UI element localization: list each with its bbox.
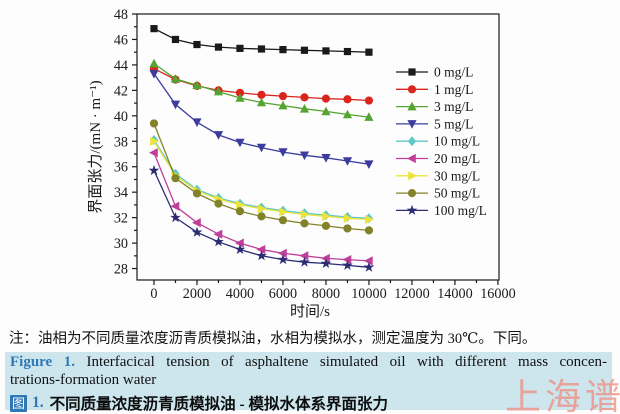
plot-border (136, 13, 500, 281)
figure-icon: 图 (10, 394, 27, 412)
figure-caption-block: Figure 1. Interfacical tension of asphal… (5, 352, 612, 413)
x-tick-label: 0 (150, 286, 157, 302)
legend-label: 10 mg/L (434, 134, 480, 149)
y-tick-label: 32 (114, 211, 128, 227)
x-tick-label: 14000 (437, 286, 472, 302)
caption-en-line2: trations-formation water (10, 371, 157, 388)
legend-label: 1 mg/L (434, 82, 473, 97)
y-tick-label: 46 (114, 32, 128, 48)
x-tick-label: 4000 (226, 286, 254, 302)
y-tick-label: 40 (114, 109, 128, 125)
series-30-mg-L (150, 136, 374, 225)
y-axis-title: 界面张力/(mN · m⁻¹) (87, 80, 104, 213)
x-tick-label: 16000 (480, 286, 515, 302)
figure-number-label: Figure 1. (10, 354, 75, 370)
x-tick-label: 6000 (269, 286, 297, 302)
legend-label: 20 mg/L (434, 151, 480, 166)
legend-label: 100 mg/L (434, 203, 487, 218)
caption-en-text: Interfacical tension of asphaltene simul… (86, 354, 607, 370)
y-tick-label: 44 (114, 58, 128, 74)
legend: 0 mg/L 1 mg/L 3 mg/L 5 mg/L 10 mg/L 20 mg/L 30… (396, 65, 487, 218)
axis-labels: 0 2000 4000 6000 8000 10000 12000 14000 16000 28 3… (87, 7, 516, 320)
x-tick-label: 12000 (394, 286, 429, 302)
x-tick-label: 8000 (312, 286, 340, 302)
caption-cn-text: 不同质量浓度沥青质模拟油 - 模拟水体系界面张力 (49, 396, 389, 413)
axes (132, 13, 500, 285)
caption-cn: 图 1. 不同质量浓度沥青质模拟油 - 模拟水体系界面张力 (10, 392, 607, 414)
series-100-mg-L (148, 164, 375, 272)
series-3-mg-L (149, 58, 374, 121)
y-tick-label: 30 (114, 236, 128, 252)
x-axis-title: 时间/s (290, 303, 330, 320)
legend-label: 3 mg/L (434, 99, 473, 114)
series-50-mg-L (149, 119, 374, 235)
y-tick-label: 42 (114, 83, 128, 99)
y-tick-label: 36 (114, 160, 128, 176)
y-tick-label: 34 (114, 185, 128, 201)
series-5-mg-L (149, 70, 374, 169)
series-20-mg-L (149, 148, 373, 266)
y-tick-label: 48 (114, 7, 128, 23)
y-tick-label: 38 (114, 134, 128, 150)
caption-cn-number: 1. (32, 394, 44, 411)
legend-label: 50 mg/L (434, 186, 480, 201)
legend-label: 5 mg/L (434, 116, 473, 131)
x-tick-label: 10000 (351, 286, 386, 302)
legend-label: 30 mg/L (434, 168, 480, 183)
interfacial-tension-chart: 0 2000 4000 6000 8000 10000 12000 14000 16000 28 3… (87, 7, 516, 320)
watermark: 上海谱 (505, 377, 620, 414)
series-0-mg-L (150, 25, 373, 56)
legend-label: 0 mg/L (434, 65, 473, 80)
figure-note: 注：油相为不同质量浓度沥青质模拟油，水相为模拟水，测定温度为 30℃。下同。 (9, 331, 537, 347)
x-tick-label: 2000 (183, 286, 211, 302)
y-tick-label: 28 (114, 262, 128, 278)
caption-en-line1: Figure 1. Interfacical tension of asphal… (10, 354, 607, 372)
